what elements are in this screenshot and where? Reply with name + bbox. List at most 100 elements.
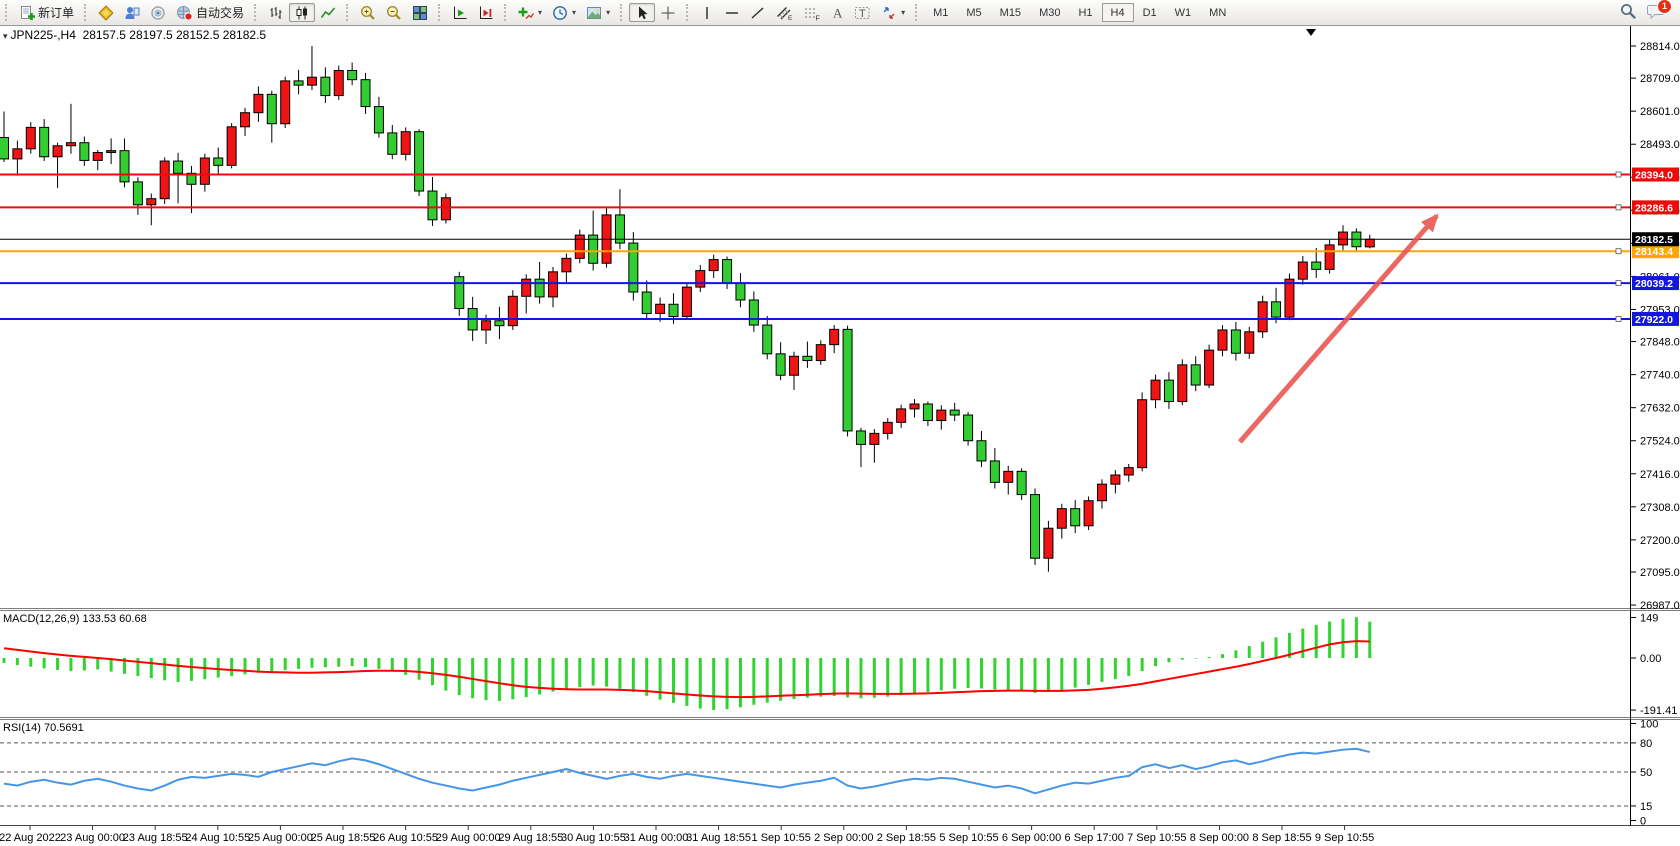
tab-timeframe-m15[interactable]: M15 [999, 6, 1022, 19]
svg-text:E: E [788, 15, 793, 21]
price-tick-label: 27095.0 [1640, 567, 1680, 579]
periods-clock-icon [552, 5, 568, 21]
periods-button[interactable]: ▾ [547, 3, 581, 22]
search-icon[interactable] [1619, 2, 1637, 23]
time-axis-label: 1 Sep 10:55 [752, 832, 811, 844]
trendline-icon [750, 5, 766, 21]
tab-timeframe-m1[interactable]: M1 [933, 6, 949, 19]
bar-chart-icon [268, 5, 284, 21]
time-axis-label: 25 Aug 00:00 [248, 832, 313, 844]
text-button[interactable]: A [825, 3, 849, 22]
hline-handle[interactable] [1615, 171, 1622, 178]
time-axis-label: 9 Sep 10:55 [1315, 832, 1374, 844]
tab-timeframe-d1[interactable]: D1 [1142, 6, 1157, 19]
toolbar-grip [686, 4, 691, 21]
bar-chart-button[interactable] [263, 3, 289, 22]
trendline-button[interactable] [745, 3, 771, 22]
macd-tick-label: 149 [1640, 612, 1658, 624]
auto-scroll-icon [452, 5, 468, 21]
toolbar-grip [504, 4, 509, 21]
signals-icon [150, 5, 166, 21]
market-watch-icon [98, 4, 114, 21]
candlestick-chart-button[interactable] [289, 3, 316, 22]
time-axis-label: 31 Aug 18:55 [686, 832, 751, 844]
time-axis-label: 29 Aug 18:55 [498, 832, 563, 844]
text-label-button[interactable]: T [849, 3, 876, 22]
price-tick-label: 27308.0 [1640, 502, 1680, 514]
rsi-tick-label: 0 [1640, 816, 1646, 828]
price-tick-label: 27524.0 [1640, 436, 1680, 448]
time-axis-label: 23 Aug 00:00 [60, 832, 125, 844]
hline-price-label: 28143.4 [1632, 244, 1679, 259]
periods-dropdown-icon[interactable]: ▾ [572, 8, 577, 17]
toolbar-grip [620, 4, 625, 21]
time-axis-label: 6 Sep 00:00 [1002, 832, 1061, 844]
chart-shift-marker-icon[interactable] [1306, 29, 1316, 36]
text-label-icon: T [854, 5, 871, 21]
hline-handle[interactable] [1615, 316, 1622, 322]
chat-button[interactable]: 1 [1647, 0, 1672, 23]
toolbar-grip [254, 4, 259, 21]
tab-timeframe-mn[interactable]: MN [1209, 6, 1227, 19]
hline-layer[interactable] [0, 171, 1630, 322]
hline-handle[interactable] [1615, 248, 1622, 255]
time-axis-label: 31 Aug 00:00 [624, 832, 689, 844]
tab-timeframe-h1[interactable]: H1 [1078, 6, 1093, 19]
tab-timeframe-h4[interactable]: H4 [1101, 3, 1134, 22]
price-tick-label: 26987.0 [1640, 600, 1680, 612]
line-chart-icon [320, 5, 336, 21]
equidistant-channel-button[interactable]: E [771, 3, 798, 22]
hline-price-label: 28394.0 [1632, 167, 1679, 182]
tile-windows-button[interactable] [407, 3, 433, 22]
zoom-in-button[interactable] [355, 3, 381, 22]
macd-tick-label: -191.41 [1640, 705, 1677, 717]
chart-window[interactable]: 28814.028709.028601.028493.028385.028277… [0, 25, 1680, 846]
fibonacci-button[interactable]: F [798, 3, 825, 22]
auto-trading-button[interactable]: 自动交易 [171, 3, 249, 22]
templates-dropdown-icon[interactable]: ▾ [606, 8, 611, 17]
hline-handle[interactable] [1615, 204, 1622, 211]
arrows-button[interactable]: ▾ [876, 3, 910, 22]
time-axis-label: 24 Aug 10:55 [185, 832, 250, 844]
line-chart-button[interactable] [315, 3, 341, 22]
auto-trading-icon [176, 5, 193, 21]
vertical-line-button[interactable] [695, 3, 719, 22]
zoom-out-button[interactable] [381, 3, 407, 22]
tab-timeframe-m5[interactable]: M5 [966, 6, 982, 19]
toolbar-grip [346, 4, 351, 21]
auto-scroll-button[interactable] [447, 3, 473, 22]
macd-layer [2, 617, 1372, 710]
data-window-icon [124, 5, 140, 21]
chart-shift-button[interactable] [473, 3, 499, 22]
hline-price-label-text: 28182.5 [1635, 234, 1673, 246]
new-order-label: 新订单 [38, 6, 75, 20]
price-tick-label: 27740.0 [1640, 370, 1680, 382]
trend-arrow[interactable] [1238, 213, 1439, 444]
auto-trading-label: 自动交易 [196, 6, 245, 20]
price-tick-label: 28814.0 [1640, 41, 1680, 53]
crosshair-button[interactable] [655, 3, 681, 22]
chart-canvas[interactable]: 28814.028709.028601.028493.028385.028277… [0, 25, 1680, 846]
vertical-line-icon [700, 5, 714, 21]
templates-button[interactable]: ▾ [581, 3, 615, 22]
hline-price-label-text: 28039.2 [1635, 278, 1673, 290]
toolbar-grip [915, 4, 920, 21]
indicators-dropdown-icon[interactable]: ▾ [538, 8, 543, 17]
tab-timeframe-m30[interactable]: M30 [1039, 6, 1061, 19]
new-order-button[interactable]: 新订单 [14, 3, 79, 22]
indicators-icon [518, 5, 535, 21]
signals-button[interactable] [145, 3, 171, 22]
notification-badge: 1 [1657, 0, 1672, 14]
hline-price-label-text: 27922.0 [1635, 314, 1673, 326]
cursor-icon [634, 5, 650, 21]
equidistant-channel-icon: E [776, 5, 793, 21]
market-watch-button[interactable] [93, 3, 119, 22]
time-axis-label: 25 Aug 18:55 [311, 832, 376, 844]
arrows-dropdown-icon[interactable]: ▾ [901, 8, 906, 17]
indicators-button[interactable]: ▾ [513, 3, 547, 22]
cursor-button[interactable] [629, 3, 656, 22]
tab-timeframe-w1[interactable]: W1 [1174, 6, 1192, 19]
data-window-button[interactable] [119, 3, 145, 22]
horizontal-line-button[interactable] [719, 3, 745, 22]
hline-handle[interactable] [1615, 280, 1622, 286]
